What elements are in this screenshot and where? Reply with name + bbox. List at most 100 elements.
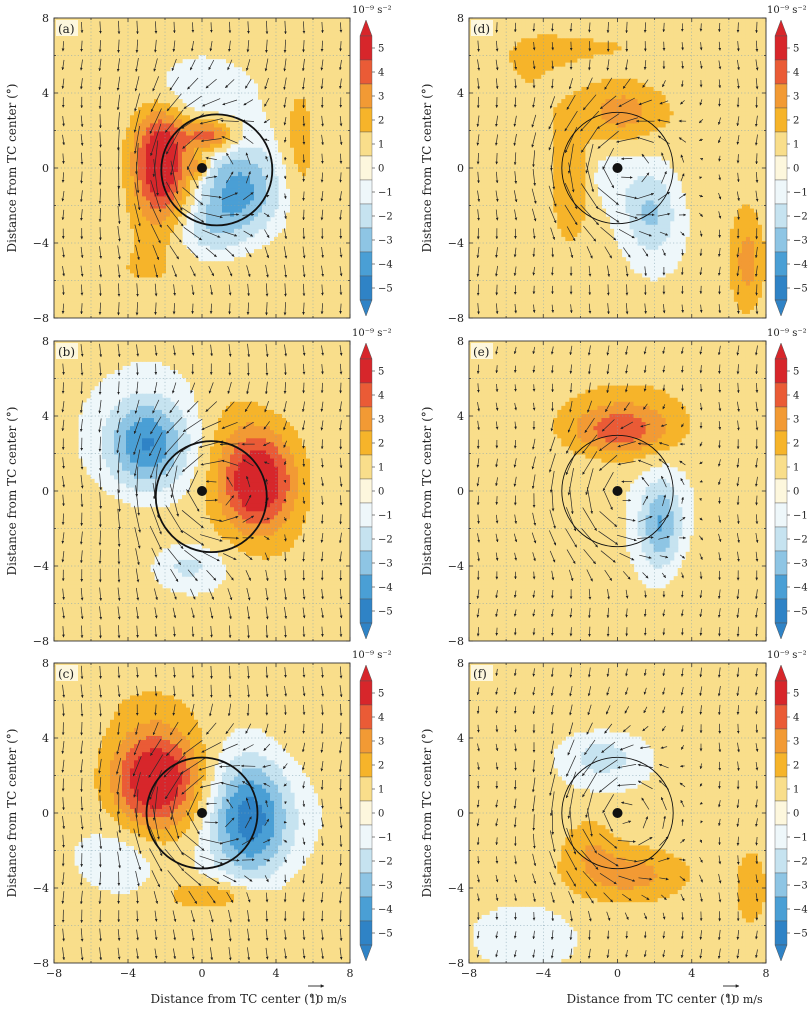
wind-vector [245,475,251,488]
wind-vector [283,302,287,316]
colorbar-segment [774,574,788,600]
wind-vector [339,703,343,717]
wind-vector [532,41,536,51]
wind-vector [135,789,139,819]
y-tick-label: −4 [448,882,464,895]
wind-vector [242,744,254,751]
wind-vector [339,588,343,600]
colorbar-label: −4 [793,905,808,916]
y-axis-label: Distance from TC center (°) [5,729,19,898]
wind-vector [339,266,343,277]
wind-vector [586,77,593,90]
wind-vector [99,343,103,358]
wind-vector [183,95,202,109]
wind-vector [699,383,703,393]
colorbar-top-triangle [359,342,373,360]
wind-vector [699,99,703,106]
wind-vector [153,568,159,583]
wind-vector [302,607,306,619]
wind-vector [662,304,666,314]
wind-vector [265,929,269,941]
wind-vector [117,381,120,395]
wind-vector [339,928,343,942]
wind-vector [302,686,306,697]
wind-vector [151,547,161,566]
wind-vector [164,432,185,456]
wind-vector [477,59,481,71]
colorbar-label: −5 [378,284,393,295]
wind-vector [246,703,250,717]
wind-vector [551,60,555,70]
wind-vector [61,209,65,221]
wind-vector [172,382,177,394]
wind-vector [154,686,158,697]
wind-vector [228,303,232,315]
wind-vector [170,787,178,821]
wind-vector [205,480,217,483]
wind-vector [476,265,480,277]
wind-vector [514,171,518,184]
wind-vector [208,266,215,277]
wind-vector [339,191,342,202]
wind-vector [681,249,684,256]
wind-vector [569,23,573,32]
wind-vector [600,226,617,241]
wind-vector [246,606,251,620]
wind-vector [283,856,287,863]
wind-vector [132,756,142,777]
wind-vector [228,40,231,52]
wind-vector [99,587,103,601]
colorbar-segment [774,896,788,922]
wind-vector [116,775,121,795]
wind-vector [191,947,195,960]
panel-label: (e) [473,345,489,359]
wind-vector [189,59,196,71]
colorbar-segment [774,454,788,480]
y-axis-label: Distance from TC center (°) [420,729,434,898]
wind-vector [602,166,615,189]
wind-vector [182,453,204,472]
colorbar-unit: 10⁻⁹ s⁻² [352,650,392,661]
wind-vector [284,460,287,466]
y-tick-label: 0 [42,807,49,820]
colorbar: 5 4 3 2 1 0 −1 −2 −3 −4 −5 10⁻⁹ s⁻² [352,5,393,317]
wind-vector [585,143,594,174]
wind-vector [150,224,161,244]
wind-vector [582,94,597,111]
wind-vector [244,875,253,882]
wind-vector [136,363,139,376]
wind-vector [302,781,305,789]
y-tick-label: −8 [448,635,464,648]
colorbar-segment [359,848,373,874]
wind-vector [154,21,158,34]
wind-vector [265,20,269,35]
wind-vector [149,108,162,134]
wind-vector [173,626,176,637]
wind-vector [187,77,199,90]
wind-vector [80,21,84,34]
wind-vector [62,116,65,127]
wind-vector [133,109,141,133]
wind-vector [588,303,592,314]
wind-vector [115,757,122,775]
wind-vector [199,118,223,125]
wind-vector [117,685,121,698]
y-tick-label: 0 [42,485,49,498]
wind-vector [606,21,610,34]
wind-vector [302,345,306,356]
wind-vector [80,284,84,296]
wind-vector [477,209,480,221]
wind-vector [154,667,158,678]
colorbar-label: −5 [793,929,808,940]
wind-vector [513,152,517,166]
wind-vector [321,589,324,600]
wind-vector [99,132,102,148]
y-tick-label: 4 [457,410,464,423]
wind-vector [98,549,102,564]
tc-center-dot [612,163,623,173]
wind-vector [205,156,217,160]
colorbar-label: −2 [378,535,393,546]
wind-vector [80,928,84,942]
wind-vector [699,248,703,257]
wind-vector [221,136,238,144]
